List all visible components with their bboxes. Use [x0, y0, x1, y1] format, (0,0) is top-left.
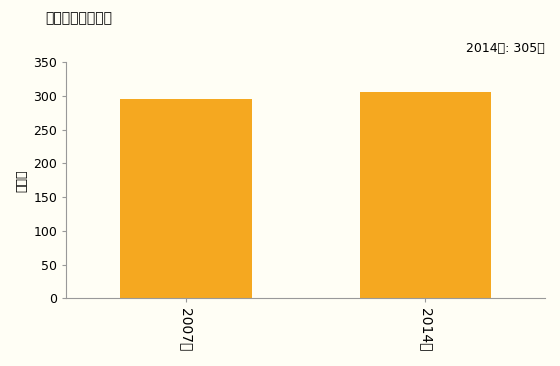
- Bar: [120, 99, 252, 298]
- Bar: [360, 93, 491, 298]
- Y-axis label: ［人］: ［人］: [15, 169, 28, 191]
- Text: 2014年: 305人: 2014年: 305人: [466, 42, 545, 55]
- Text: 卸売業の従業者数: 卸売業の従業者数: [45, 11, 112, 25]
